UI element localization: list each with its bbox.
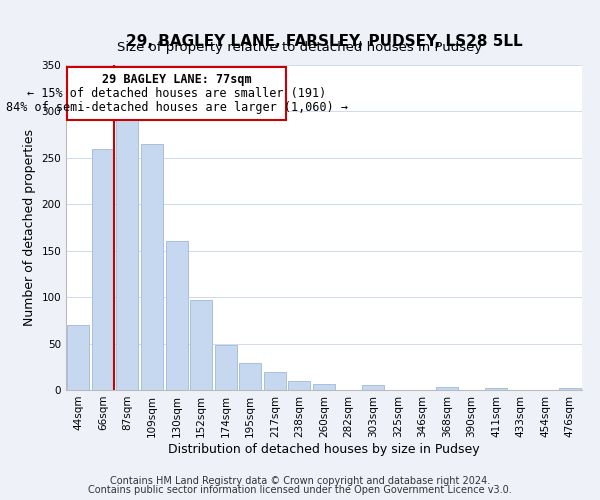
Bar <box>141 144 163 390</box>
Bar <box>190 300 212 390</box>
Y-axis label: Number of detached properties: Number of detached properties <box>23 129 36 326</box>
Text: 84% of semi-detached houses are larger (1,060) →: 84% of semi-detached houses are larger (… <box>5 101 347 114</box>
Bar <box>166 242 188 390</box>
Text: 29 BAGLEY LANE: 77sqm: 29 BAGLEY LANE: 77sqm <box>102 74 251 86</box>
Bar <box>313 384 335 390</box>
Bar <box>215 344 237 390</box>
Text: Size of property relative to detached houses in Pudsey: Size of property relative to detached ho… <box>118 41 482 54</box>
Bar <box>116 118 139 390</box>
Text: Contains public sector information licensed under the Open Government Licence v3: Contains public sector information licen… <box>88 485 512 495</box>
Bar <box>289 380 310 390</box>
Bar <box>362 386 384 390</box>
Bar <box>436 387 458 390</box>
Bar <box>239 363 262 390</box>
Bar <box>67 325 89 390</box>
Title: 29, BAGLEY LANE, FARSLEY, PUDSEY, LS28 5LL: 29, BAGLEY LANE, FARSLEY, PUDSEY, LS28 5… <box>125 34 523 48</box>
Bar <box>264 372 286 390</box>
Bar <box>559 388 581 390</box>
Bar <box>92 148 114 390</box>
Text: ← 15% of detached houses are smaller (191): ← 15% of detached houses are smaller (19… <box>27 88 326 101</box>
X-axis label: Distribution of detached houses by size in Pudsey: Distribution of detached houses by size … <box>168 442 480 456</box>
Text: Contains HM Land Registry data © Crown copyright and database right 2024.: Contains HM Land Registry data © Crown c… <box>110 476 490 486</box>
FancyBboxPatch shape <box>67 67 286 120</box>
Bar <box>485 388 507 390</box>
